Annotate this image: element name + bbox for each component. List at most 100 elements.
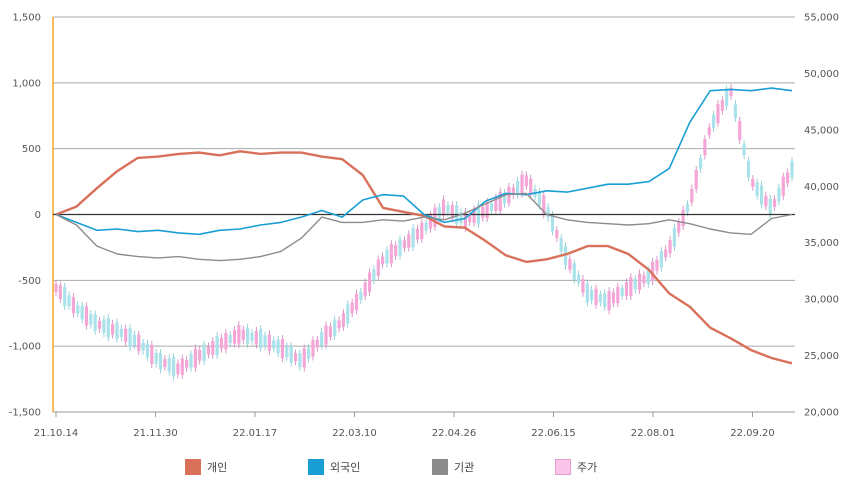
- price-candle: [263, 335, 267, 347]
- price-candle: [171, 357, 176, 377]
- x-tick-label: 22.01.17: [233, 428, 278, 439]
- price-candle: [433, 207, 437, 227]
- price-candle: [781, 176, 785, 196]
- price-candle: [237, 325, 241, 345]
- price-candle: [115, 322, 119, 339]
- price-candle: [537, 192, 542, 206]
- price-candle: [324, 325, 328, 345]
- price-candle: [346, 304, 350, 324]
- price-candle: [651, 261, 655, 281]
- price-candle: [550, 215, 555, 232]
- right-tick-label: 35,000: [804, 238, 839, 249]
- price-candle: [581, 279, 585, 293]
- price-candle: [137, 334, 141, 352]
- x-tick-label: 21.10.14: [34, 428, 79, 439]
- left-tick-label: 500: [22, 144, 41, 155]
- price-candle: [659, 251, 663, 268]
- price-candle: [206, 346, 211, 355]
- price-candle: [376, 259, 380, 276]
- price-candle: [93, 314, 97, 331]
- price-candle: [272, 340, 276, 349]
- price-candle: [494, 197, 498, 211]
- left-tick-label: 0: [35, 210, 41, 221]
- price-candle: [315, 339, 319, 348]
- price-candle: [337, 320, 341, 329]
- price-candle: [733, 104, 737, 118]
- right-tick-label: 55,000: [804, 13, 839, 24]
- individual-line: [55, 150, 793, 365]
- price-candle: [259, 329, 263, 349]
- price-candle: [293, 353, 298, 362]
- right-tick-label: 40,000: [804, 182, 839, 193]
- price-candle: [372, 269, 376, 281]
- price-candle: [76, 305, 80, 314]
- price-candle: [468, 214, 472, 222]
- price-candle: [154, 352, 158, 364]
- legend-swatch-foreign: [308, 459, 324, 475]
- price-candle: [145, 343, 150, 358]
- price-candle: [502, 193, 507, 204]
- price-candle: [215, 336, 219, 356]
- price-candle: [185, 359, 189, 368]
- price-candle: [163, 359, 167, 367]
- price-candle: [524, 175, 528, 187]
- left-tick-label: -500: [18, 276, 41, 287]
- chart-legend: 개인 외국인 기관 주가: [0, 458, 857, 478]
- price-candle: [394, 245, 398, 256]
- price-candle: [703, 139, 707, 156]
- price-candle: [328, 326, 332, 337]
- price-candle: [698, 158, 703, 169]
- price-candle: [555, 230, 559, 239]
- price-candle: [80, 305, 84, 320]
- price-candle: [193, 348, 197, 368]
- price-candle: [415, 228, 420, 240]
- price-candle: [141, 342, 145, 351]
- price-candle: [58, 285, 62, 299]
- price-candle: [677, 222, 681, 233]
- legend-item-individual[interactable]: 개인: [185, 458, 227, 476]
- price-candle: [106, 318, 110, 338]
- price-candle: [511, 187, 515, 196]
- price-candle: [167, 358, 171, 372]
- legend-swatch-price: [555, 459, 571, 475]
- price-candle: [768, 198, 772, 216]
- price-candle: [516, 180, 520, 195]
- price-candle: [590, 289, 594, 301]
- chart-plot: -1,500 -1,000 -500 0 500 1,000 1,500 20,000 25,0…: [9, 13, 839, 440]
- price-candle: [320, 332, 324, 346]
- price-candle: [333, 319, 337, 337]
- price-candle: [385, 250, 389, 264]
- price-candle: [381, 256, 385, 265]
- legend-item-institution[interactable]: 기관: [432, 458, 474, 476]
- legend-item-price[interactable]: 주가: [555, 458, 597, 476]
- price-candle: [620, 288, 624, 296]
- price-candle: [520, 174, 524, 194]
- price-candle: [563, 246, 568, 266]
- price-candle: [54, 283, 58, 292]
- price-candle: [720, 100, 724, 111]
- price-candle: [585, 283, 589, 303]
- price-candle: [542, 195, 546, 215]
- price-candle: [738, 120, 742, 141]
- price-candle: [420, 222, 424, 240]
- x-tick-label: 22.06.15: [531, 428, 576, 439]
- left-tick-label: -1,500: [9, 408, 41, 419]
- price-candle: [102, 319, 106, 334]
- price-candle: [389, 244, 393, 264]
- price-candle: [89, 313, 93, 325]
- price-candle: [71, 296, 76, 314]
- foreign-line: [55, 87, 793, 236]
- price-candle: [398, 239, 402, 256]
- price-candle: [664, 249, 668, 258]
- legend-item-foreign[interactable]: 외국인: [308, 458, 360, 476]
- price-candle: [607, 291, 611, 311]
- legend-label-institution: 기관: [454, 461, 475, 474]
- price-candle: [306, 347, 311, 359]
- price-candle: [111, 323, 115, 335]
- price-candle: [746, 160, 751, 178]
- price-candle: [694, 169, 698, 190]
- price-candle: [725, 89, 729, 106]
- price-candle: [716, 103, 720, 124]
- price-candle: [742, 144, 746, 156]
